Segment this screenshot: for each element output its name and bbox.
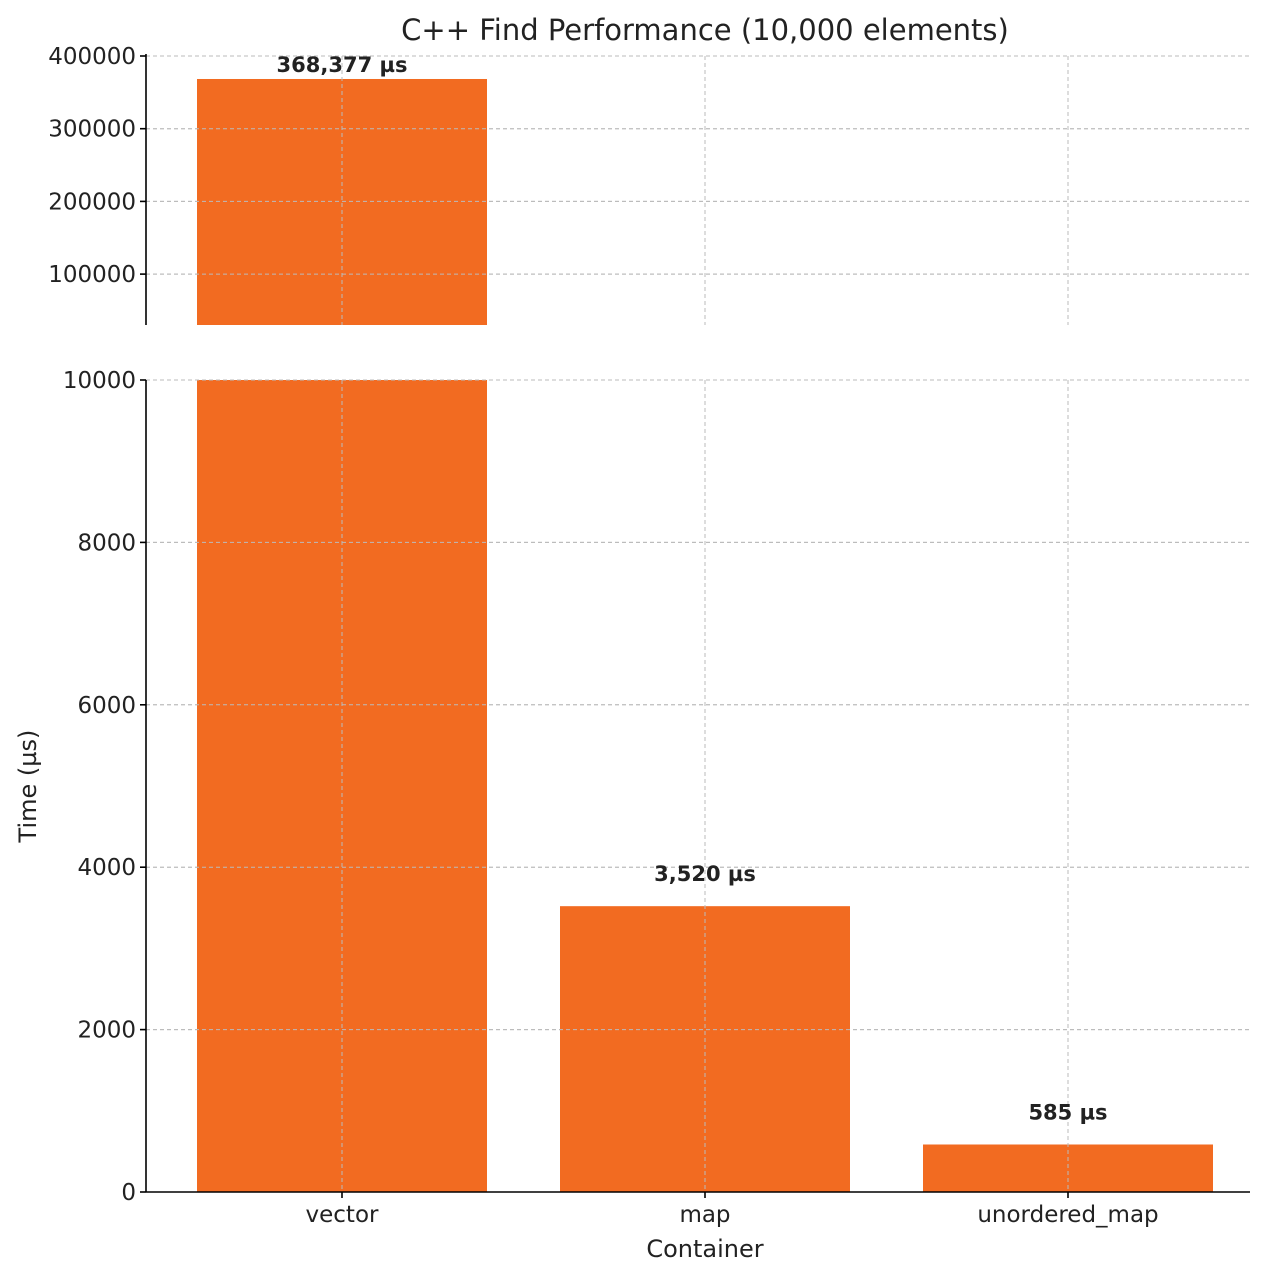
data-label-unordered_map: 585 µs bbox=[1028, 1100, 1107, 1124]
data-label-vector: 368,377 µs bbox=[277, 53, 408, 77]
bars bbox=[146, 55, 1250, 1192]
y-tick-label-top-2: 300000 bbox=[48, 117, 136, 143]
y-tick-label-bottom-2: 4000 bbox=[77, 855, 136, 881]
x-tick-label-unordered_map: unordered_map bbox=[977, 1202, 1158, 1228]
y-axis-title: Time (µs) bbox=[14, 730, 42, 844]
x-tick-label-vector: vector bbox=[306, 1202, 379, 1228]
y-tick-label-top-3: 400000 bbox=[48, 44, 136, 70]
labels: 100000 200000 300000 400000 0 2000 4000 6000 800… bbox=[48, 44, 1158, 1228]
y-tick-label-bottom-3: 6000 bbox=[77, 693, 136, 719]
x-tick-label-map: map bbox=[679, 1202, 730, 1228]
chart-title: C++ Find Performance (10,000 elements) bbox=[401, 13, 1009, 47]
x-axis-title: Container bbox=[646, 1235, 763, 1263]
data-label-map: 3,520 µs bbox=[654, 862, 756, 886]
y-tick-label-bottom-1: 2000 bbox=[77, 1018, 136, 1044]
axes bbox=[140, 54, 1250, 1198]
y-tick-label-bottom-5: 10000 bbox=[63, 368, 136, 394]
y-tick-label-top-0: 100000 bbox=[48, 262, 136, 288]
y-tick-label-bottom-0: 0 bbox=[121, 1180, 136, 1206]
y-tick-label-top-1: 200000 bbox=[48, 189, 136, 215]
y-tick-label-bottom-4: 8000 bbox=[77, 530, 136, 556]
